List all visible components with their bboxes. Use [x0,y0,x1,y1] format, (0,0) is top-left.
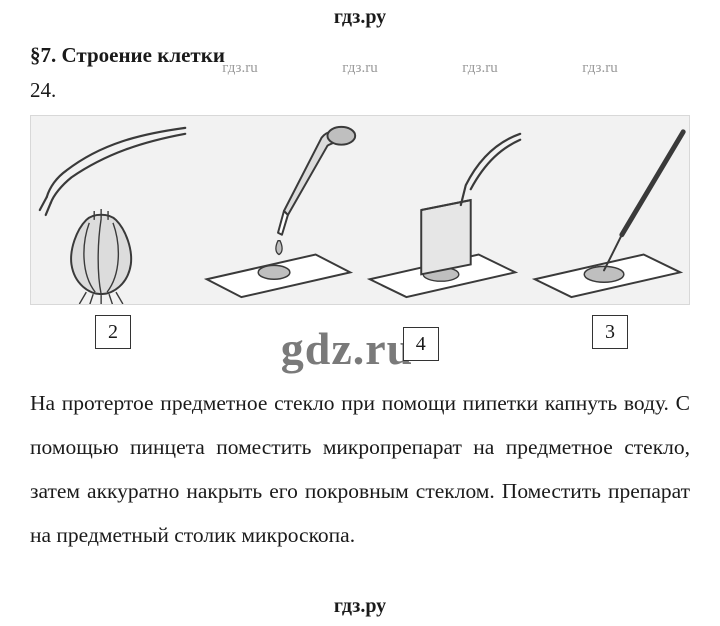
panel-needle-slide [526,116,691,304]
order-box-1: 2 [95,315,131,349]
figure [30,115,690,305]
watermark-bottom: гдз.ру [0,595,720,618]
watermark-small: гдз.ru [582,60,617,77]
order-box-3: 4 [403,327,439,361]
order-box-4: 3 [592,315,628,349]
panel-coverslip-slide [361,116,526,304]
panel-forceps-onion [31,116,196,304]
watermark-top: гдз.ру [0,0,720,29]
watermark-center-text: gdz.ru [281,323,414,374]
watermark-small: гдз.ru [462,60,497,77]
answer-paragraph: На протертое предметное стекло при помощ… [30,381,690,557]
watermark-small: гдз.ru [222,60,257,77]
watermark-small: гдз.ru [342,60,377,77]
watermark-row: гдз.ru гдз.ru гдз.ru гдз.ru [0,60,720,77]
panel-pipette-slide [196,116,361,304]
